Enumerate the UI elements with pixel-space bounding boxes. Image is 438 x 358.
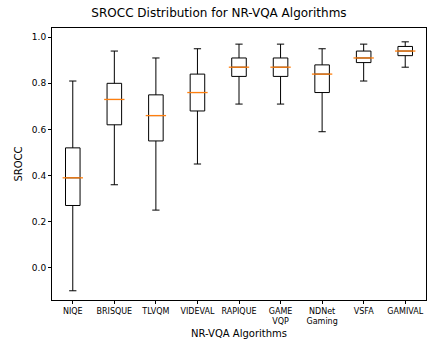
svg-text:0.6: 0.6 [32, 125, 47, 135]
svg-text:VIDEVAL: VIDEVAL [180, 307, 214, 316]
svg-text:0.0: 0.0 [32, 263, 47, 273]
svg-text:SROCC: SROCC [13, 146, 24, 181]
svg-text:BRISQUE: BRISQUE [96, 307, 132, 316]
svg-text:SROCC Distribution for NR-VQA: SROCC Distribution for NR-VQA Algorithms [91, 6, 346, 20]
svg-text:RAPIQUE: RAPIQUE [221, 307, 256, 316]
svg-text:NIQE: NIQE [63, 307, 83, 316]
svg-text:GAMEVQP: GAMEVQP [269, 307, 293, 326]
svg-text:VSFA: VSFA [354, 307, 374, 316]
svg-text:NDNetGaming: NDNetGaming [306, 307, 337, 326]
svg-text:1.0: 1.0 [32, 32, 47, 42]
svg-text:GAMIVAL: GAMIVAL [387, 307, 423, 316]
svg-text:0.4: 0.4 [32, 171, 47, 181]
svg-text:TLVQM: TLVQM [141, 307, 169, 316]
svg-text:0.8: 0.8 [32, 78, 47, 88]
svg-text:NR-VQA Algorithms: NR-VQA Algorithms [191, 328, 287, 339]
svg-text:0.2: 0.2 [32, 217, 46, 227]
